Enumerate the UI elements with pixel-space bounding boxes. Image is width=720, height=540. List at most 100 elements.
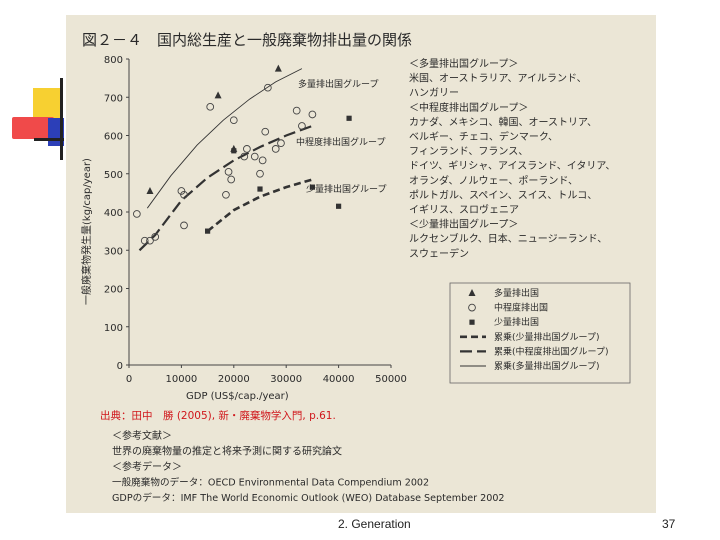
- y-tick-label: 600: [104, 132, 123, 143]
- figure-svg: 図２－４ 国内総生産と一般廃棄物排出量の関係 0 100 200 300 400 500 6…: [80, 31, 631, 504]
- reference-note-line: ＜参考データ＞: [112, 460, 182, 473]
- legend-frame: [449, 282, 631, 384]
- legend-entry-label: 累乗(多量排出国グループ): [494, 360, 599, 372]
- x-tick-label: 10000: [165, 374, 197, 385]
- data-point-circle: [261, 127, 270, 136]
- y-ticks: 0 100 200 300 400 500 600 700 800: [104, 55, 129, 372]
- legend-entry-label: 少量排出国: [494, 316, 539, 328]
- deco-yellow-square: [33, 88, 61, 120]
- data-point-square: [346, 115, 352, 121]
- group-text-line: ルクセンブルク、日本、ニュージーランド、: [409, 232, 607, 245]
- y-tick-label: 400: [104, 208, 123, 219]
- data-point-square: [309, 184, 315, 190]
- country-groups-text: ＜多量排出国グループ＞ 米国、オーストラリア、アイルランド、ハンガリー ＜中程度排出…: [409, 57, 615, 260]
- y-tick-label: 100: [104, 323, 123, 334]
- legend-entry-label: 多量排出国: [494, 287, 539, 299]
- data-point-square: [469, 319, 475, 325]
- data-markers: [133, 64, 352, 245]
- y-tick-label: 500: [104, 170, 123, 181]
- data-point-circle: [151, 233, 160, 241]
- data-point-circle: [222, 190, 230, 199]
- data-point-triangle: [468, 289, 476, 296]
- data-point-circle: [468, 303, 476, 312]
- data-point-circle: [277, 139, 285, 147]
- data-point-triangle: [214, 91, 222, 99]
- x-ticks: 0 10000 20000 30000 40000 50000: [126, 365, 407, 385]
- data-point-square: [336, 203, 342, 209]
- curve-label-low: 少量排出国グループ: [306, 183, 386, 195]
- group-text-line: イギリス、スロヴェニア: [409, 203, 519, 216]
- group-text-line: ＜中程度排出国グループ＞: [409, 101, 528, 114]
- deco-vertical-line: [60, 78, 63, 160]
- y-tick-label: 0: [117, 361, 123, 372]
- group-text-line: フィンランド、フランス、: [409, 146, 528, 158]
- source-line: 出典：田中 勝 (2005), 新・廃棄物学入門, p.61.: [100, 409, 336, 422]
- deco-horizontal-line: [34, 138, 64, 141]
- y-tick-label: 300: [104, 246, 123, 257]
- reference-note-line: 一般廃棄物のデータ：OECD Environmental Data Compen…: [112, 477, 429, 489]
- group-text-line: カナダ、メキシコ、韓国、オーストリア、: [409, 115, 597, 128]
- data-point-circle: [292, 106, 301, 115]
- reference-notes: ＜参考文献＞ 世界の廃棄物量の推定と将来予測に関する研究論文 ＜参考データ＞ 一般廃棄…: [112, 429, 505, 504]
- data-point-circle: [271, 145, 280, 153]
- reference-note-line: ＜参考文献＞: [112, 429, 172, 442]
- slide-page-number: 37: [662, 517, 676, 531]
- group-text-line: ドイツ、ギリシャ、アイスランド、イタリア、: [409, 160, 615, 172]
- data-point-circle: [224, 167, 233, 176]
- group-text-line: ＜少量排出国グループ＞: [409, 218, 518, 231]
- data-point-circle: [177, 187, 186, 195]
- trend-curve: [146, 68, 303, 209]
- data-point-circle: [146, 236, 154, 245]
- reference-note-line: GDPのデータ：IMF The World Economic Outlook (…: [112, 492, 505, 504]
- group-text-line: オランダ、ノルウェー、ポーランド、: [409, 174, 578, 187]
- data-point-square: [205, 228, 211, 234]
- slide-footer-label: 2. Generation: [338, 517, 411, 531]
- data-point-square: [231, 148, 237, 154]
- data-point-circle: [206, 102, 215, 111]
- curve-label-high: 多量排出国グループ: [298, 78, 378, 90]
- legend-entry-label: 中程度排出国: [494, 302, 548, 314]
- y-tick-label: 200: [104, 285, 123, 296]
- data-point-circle: [133, 210, 141, 218]
- data-point-circle: [240, 152, 249, 161]
- data-point-circle: [256, 169, 264, 178]
- data-point-triangle: [146, 186, 154, 194]
- data-point-circle: [227, 175, 236, 184]
- data-point-circle: [243, 145, 251, 153]
- data-point-circle: [180, 221, 188, 230]
- x-tick-label: 30000: [270, 374, 302, 385]
- data-point-circle: [180, 190, 188, 199]
- deco-red-bar: [12, 117, 54, 139]
- trend-curve: [206, 178, 313, 233]
- legend-entry-label: 累乗(少量排出国グループ): [494, 331, 599, 343]
- y-tick-label: 800: [104, 55, 123, 66]
- legend-entry-label: 累乗(中程度排出国グループ): [494, 345, 608, 357]
- reference-note-line: 世界の廃棄物量の推定と将来予測に関する研究論文: [112, 445, 342, 458]
- x-tick-label: 20000: [218, 374, 250, 385]
- y-axis-label: 一般廃棄物発生量(kg/cap/year): [80, 158, 93, 305]
- data-point-triangle: [274, 64, 282, 72]
- data-point-circle: [250, 152, 259, 161]
- y-tick-label: 700: [104, 93, 123, 104]
- x-tick-label: 50000: [375, 374, 407, 385]
- data-point-circle: [298, 122, 306, 130]
- data-point-circle: [140, 236, 149, 245]
- group-text-line: ポルトガル、スペイン、スイス、トルコ、: [409, 189, 597, 201]
- x-axis-label: GDP (US$/cap./year): [186, 391, 289, 402]
- group-text-line: 米国、オーストラリア、アイルランド、: [409, 72, 587, 85]
- scanned-figure: 図２－４ 国内総生産と一般廃棄物排出量の関係 0 100 200 300 400 500 6…: [66, 15, 656, 513]
- group-text-line: ハンガリー: [409, 87, 459, 99]
- data-point-circle: [258, 156, 267, 165]
- figure-title: 図２－４ 国内総生産と一般廃棄物排出量の関係: [82, 31, 412, 49]
- trend-curves: [138, 68, 313, 252]
- x-tick-label: 40000: [323, 374, 355, 385]
- plot-area: 0 100 200 300 400 500 600 700 800 0 10000 20000 300…: [80, 55, 407, 402]
- group-text-line: ベルギー、チェコ、デンマーク、: [409, 130, 558, 143]
- data-point-circle: [308, 110, 317, 119]
- data-point-circle: [264, 83, 272, 92]
- x-tick-label: 0: [126, 374, 132, 385]
- group-text-line: スウェーデン: [409, 247, 469, 260]
- group-text-line: ＜多量排出国グループ＞: [409, 57, 518, 70]
